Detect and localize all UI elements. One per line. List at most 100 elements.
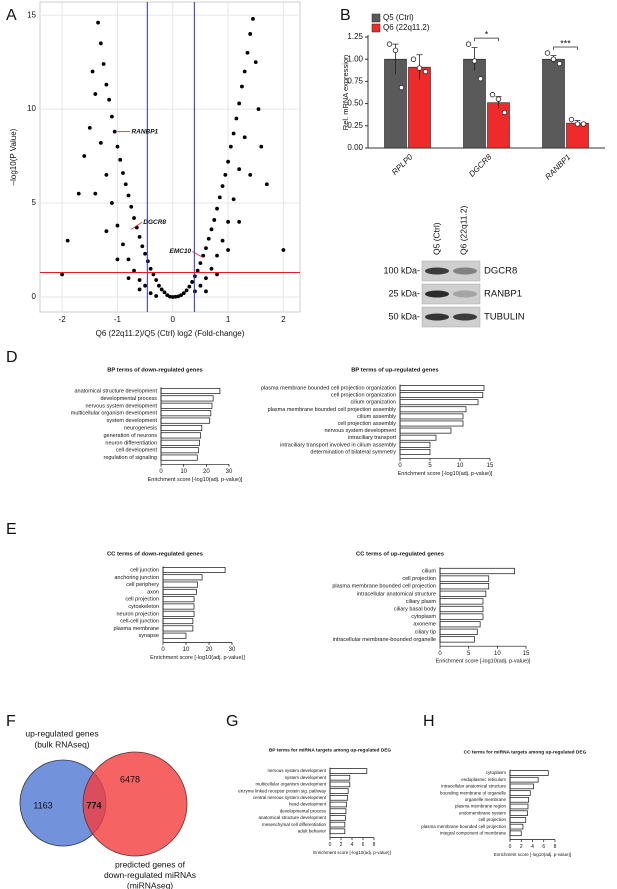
venn-count: 1163 [33,800,52,810]
point [231,197,236,202]
bar [439,628,478,635]
category-label: system development [107,418,158,424]
bar [399,385,485,391]
point [215,206,219,211]
bar [329,801,347,808]
category-label: plasma membrane bounded cell projection [421,824,506,829]
data-point [386,41,393,47]
lane-label: Q6 (22q11.2) [458,205,468,255]
category-label: cilium organization [350,400,396,406]
category-label: axon [147,589,159,595]
point [234,116,239,121]
x-tick-label: 30 [226,469,233,475]
significance-bracket [553,46,578,50]
x-tick-label: 0 [159,469,163,475]
data-point [489,92,496,98]
x-axis-label: Enrichment score [-log10(adj. p-value)] [150,655,245,661]
bar [160,410,212,417]
y-axis-label: Rel. mRNA expression [341,55,350,130]
blot-band [453,313,477,321]
point [181,291,186,296]
point [104,229,109,234]
category-label: cilium [422,568,436,574]
bar [162,610,195,617]
point [245,50,250,55]
point [132,268,136,273]
point [168,294,172,299]
category-label: cell projection assembly [338,421,397,427]
bar [439,598,484,605]
point [228,144,233,149]
point [176,294,181,299]
bar [509,803,529,810]
bar [463,58,486,149]
point [206,236,211,241]
annotation-arrow [131,221,143,230]
category-label: cell projection [402,576,436,582]
point [132,216,136,220]
data-point [398,84,405,91]
band-label: TUBULIN [484,312,525,323]
bar [509,776,539,783]
category-label: axoneme [413,622,436,628]
point [192,289,197,294]
chart-title: CC terms of down-regulated genes [107,552,203,558]
significance-label: *** [560,38,571,48]
point [226,248,230,252]
x-tick-label: 0 [438,651,442,657]
category-label: multicellular organism development [71,411,158,417]
data-point [392,47,399,54]
point [126,257,131,262]
category-label: cytoskeleton [128,604,159,610]
category-label: anatomical structure development [74,388,157,394]
point [159,287,164,292]
x-tick-label: 0 [509,844,512,850]
set-label: (miRNAseq) [127,880,173,889]
bar [439,567,515,575]
bar [329,828,346,835]
category-label: ciliary tip [415,629,436,635]
bar [399,434,437,441]
bar [399,441,431,448]
bar [162,574,203,581]
data-point [416,65,423,71]
category-label: plasma membrane bounded cell projection … [268,407,397,413]
blot-band [425,290,449,298]
category-label: cell periphery [126,582,159,588]
chart-title: BP terms of up-regulated genes [351,368,439,374]
category-label: cell-cell junction [120,619,159,625]
point [121,171,125,175]
point [192,274,197,279]
category-label: endomembrane system [459,810,506,815]
marker-label: 25 kDa- [388,288,420,298]
bar [329,808,347,814]
data-point [501,109,508,116]
category-label: developmental process [100,396,157,402]
x-tick-label: 6 [362,842,365,848]
point [98,41,103,46]
point [223,172,228,177]
y-tick-label: 0.00 [347,143,363,152]
category-label: intraciliary transport involved in ciliu… [280,442,396,448]
x-tick-label: 10 [494,651,501,657]
point [98,141,103,145]
x-tick-label: 5 [467,651,471,657]
chart-title: BP terms of down-regulated genes [107,368,203,374]
set-label: predicted genes of [115,859,186,869]
plot-frame [39,1,301,313]
bar [160,417,211,424]
x-axis-label: Enrichment score [-log10(adj. p-value)] [398,471,493,477]
category-label: nervous system development [85,403,157,409]
x-tick-label: 1 [226,315,231,324]
point [137,287,142,292]
x-tick-label: RPLP0 [390,152,415,177]
x-axis-label: Enrichment score [-log10(adj. p-value)] [436,659,531,665]
x-tick-label: 8 [373,842,376,848]
data-point [574,121,581,127]
bar [439,575,490,582]
bar [509,823,524,830]
panel-letter: H [423,713,435,730]
panel-letter: D [6,349,18,366]
bar [160,424,203,432]
x-tick-label: 20 [206,647,213,653]
